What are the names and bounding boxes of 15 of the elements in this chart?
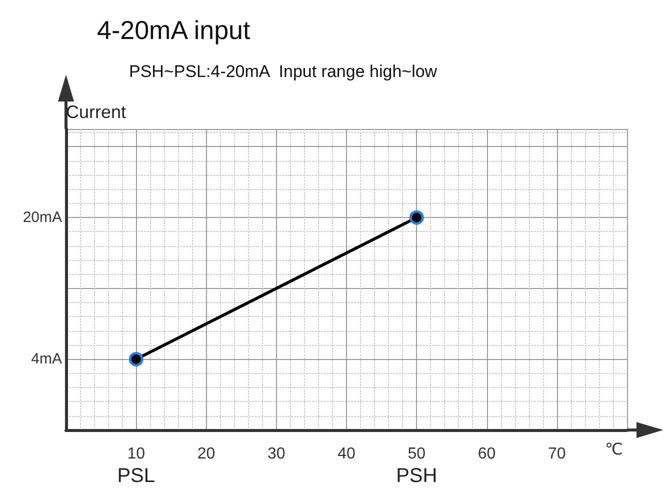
y-axis-title: Current	[66, 102, 126, 122]
x-tick-label: 20	[197, 446, 216, 462]
y-tick-label: 4mA	[31, 350, 62, 368]
x-tick-label: 40	[338, 446, 356, 462]
x-tick-label: 10	[127, 446, 146, 462]
y-tick-label: 20mA	[22, 209, 62, 226]
chart-subtitle: PSH~PSL:4-20mA Input range high~low	[129, 62, 438, 81]
text: PSH	[396, 465, 438, 487]
x-tick-label: 30	[267, 446, 286, 462]
x-axis-title: ℃	[605, 442, 623, 458]
x-tick-label: 70	[548, 446, 566, 462]
chart-title: 4-20mA input	[97, 15, 251, 45]
x-tick-label: 60	[478, 446, 496, 462]
x-tick-label: 50	[408, 446, 426, 462]
text: PSL	[117, 465, 156, 487]
